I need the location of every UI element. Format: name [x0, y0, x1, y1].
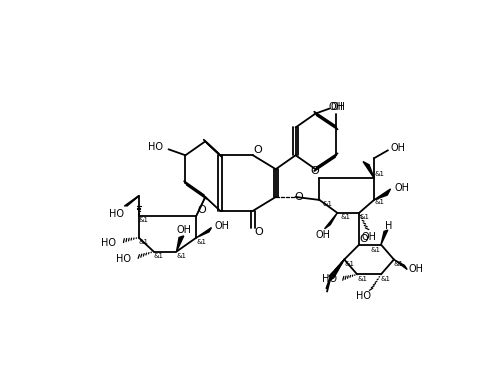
Text: O: O [294, 192, 303, 202]
Text: HO: HO [356, 291, 371, 301]
Text: &1: &1 [357, 276, 367, 282]
Text: O: O [360, 234, 369, 243]
Text: &1: &1 [344, 261, 354, 267]
Text: HO: HO [110, 209, 125, 219]
Text: &1: &1 [139, 239, 149, 245]
Text: OH: OH [215, 221, 230, 231]
Text: &1: &1 [381, 276, 391, 282]
Text: H: H [385, 221, 393, 231]
Text: &1: &1 [370, 247, 380, 253]
Text: O: O [255, 227, 263, 237]
Text: OH: OH [331, 102, 346, 112]
Text: &1: &1 [394, 261, 404, 267]
Text: OH: OH [316, 230, 331, 240]
Text: O: O [310, 166, 319, 176]
Polygon shape [374, 189, 391, 200]
Text: &1: &1 [374, 199, 384, 205]
Text: HO: HO [148, 142, 163, 152]
Text: O: O [254, 145, 262, 155]
Text: HO: HO [101, 238, 116, 248]
Polygon shape [196, 227, 211, 238]
Text: OH: OH [391, 143, 405, 153]
Text: &1: &1 [322, 201, 333, 207]
Polygon shape [176, 236, 184, 251]
Text: &1: &1 [196, 239, 206, 245]
Polygon shape [329, 259, 344, 281]
Text: &1: &1 [359, 214, 369, 220]
Text: OH: OH [361, 232, 376, 242]
Text: &1: &1 [176, 253, 187, 259]
Text: HO: HO [116, 253, 131, 264]
Polygon shape [381, 230, 388, 245]
Text: &1: &1 [139, 217, 149, 223]
Polygon shape [363, 162, 374, 178]
Text: &1: &1 [153, 253, 164, 259]
Text: OH: OH [394, 183, 410, 193]
Text: &1: &1 [340, 214, 350, 220]
Text: OH: OH [408, 264, 423, 274]
Polygon shape [324, 213, 337, 229]
Text: &1: &1 [374, 171, 384, 177]
Polygon shape [329, 259, 344, 276]
Text: OH: OH [329, 102, 344, 112]
Text: O: O [197, 205, 206, 215]
Polygon shape [394, 259, 407, 269]
Text: OH: OH [177, 225, 192, 235]
Text: HO: HO [322, 274, 337, 284]
